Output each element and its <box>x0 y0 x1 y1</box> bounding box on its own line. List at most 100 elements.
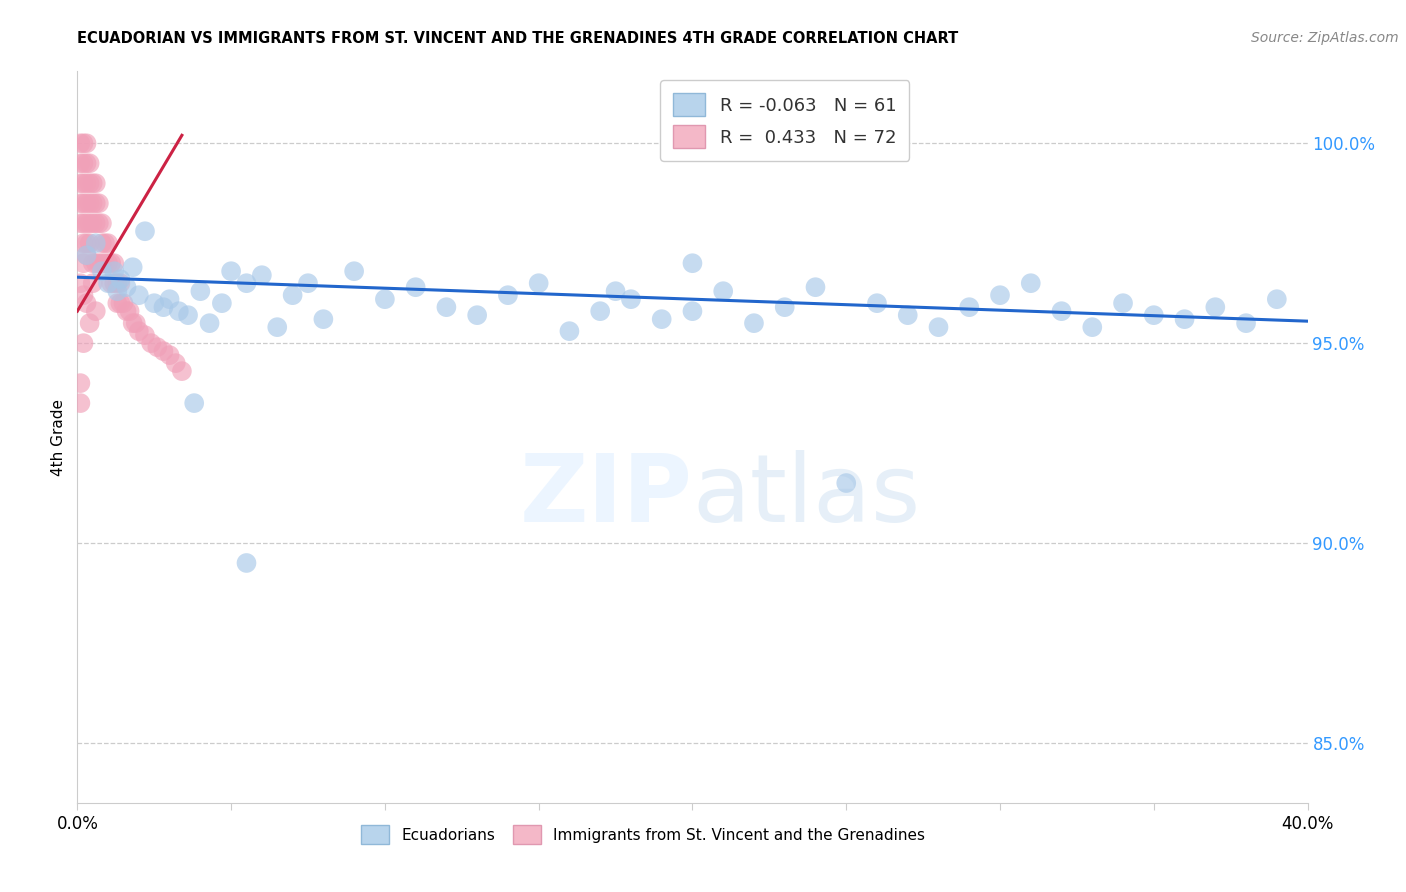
Text: ZIP: ZIP <box>520 450 693 541</box>
Point <box>79 316 101 330</box>
Point <box>219 264 242 278</box>
Legend: Ecuadorians, Immigrants from St. Vincent and the Grenadines: Ecuadorians, Immigrants from St. Vincent… <box>356 819 931 850</box>
Point <box>1204 300 1226 314</box>
Point <box>167 304 190 318</box>
Point <box>1174 312 1197 326</box>
Point <box>897 308 920 322</box>
Point <box>79 176 101 190</box>
Point <box>266 320 288 334</box>
Point <box>250 268 273 283</box>
Point <box>97 276 120 290</box>
Point <box>76 236 98 251</box>
Point <box>198 316 221 330</box>
Point <box>76 216 98 230</box>
Point <box>835 476 858 491</box>
Point <box>465 308 488 322</box>
Point <box>79 216 101 230</box>
Point <box>496 288 519 302</box>
Point <box>235 556 257 570</box>
Point <box>527 276 550 290</box>
Point <box>110 276 132 290</box>
Point <box>69 156 91 170</box>
Point <box>605 284 627 298</box>
Point <box>152 300 174 314</box>
Point <box>69 216 91 230</box>
Point <box>79 156 101 170</box>
Point <box>76 248 98 262</box>
Point <box>87 256 110 270</box>
Point <box>558 324 581 338</box>
Point <box>436 300 458 314</box>
Point <box>165 356 187 370</box>
Point <box>159 292 181 306</box>
Point <box>72 156 94 170</box>
Point <box>957 300 980 314</box>
Point <box>87 196 110 211</box>
Point <box>742 316 765 330</box>
Point <box>118 304 141 318</box>
Point <box>651 312 673 326</box>
Point <box>343 264 366 278</box>
Point <box>620 292 643 306</box>
Point <box>72 288 94 302</box>
Point <box>103 276 125 290</box>
Point <box>82 176 104 190</box>
Text: atlas: atlas <box>693 450 921 541</box>
Point <box>76 176 98 190</box>
Point <box>143 296 166 310</box>
Point <box>72 216 94 230</box>
Point <box>988 288 1011 302</box>
Point <box>152 344 174 359</box>
Point <box>128 288 150 302</box>
Point <box>82 216 104 230</box>
Point <box>110 272 132 286</box>
Point <box>711 284 734 298</box>
Point <box>1019 276 1042 290</box>
Point <box>103 264 125 278</box>
Point <box>84 176 107 190</box>
Point <box>84 196 107 211</box>
Point <box>682 256 704 270</box>
Point <box>82 276 104 290</box>
Point <box>928 320 950 334</box>
Point <box>94 256 117 270</box>
Point <box>76 296 98 310</box>
Point <box>79 236 101 251</box>
Point <box>90 216 114 230</box>
Point <box>1050 304 1073 318</box>
Point <box>97 256 120 270</box>
Point <box>72 236 94 251</box>
Point <box>84 216 107 230</box>
Point <box>103 256 125 270</box>
Point <box>110 296 132 310</box>
Point <box>312 312 335 326</box>
Point <box>69 376 91 391</box>
Point <box>128 324 150 338</box>
Point <box>804 280 827 294</box>
Point <box>76 156 98 170</box>
Point <box>297 276 319 290</box>
Point <box>100 256 122 270</box>
Point <box>105 284 128 298</box>
Point <box>72 196 94 211</box>
Point <box>281 288 304 302</box>
Point <box>94 236 117 251</box>
Point <box>84 236 107 251</box>
Point <box>90 236 114 251</box>
Point <box>121 260 143 275</box>
Point <box>69 196 91 211</box>
Point <box>72 336 94 351</box>
Point <box>72 176 94 190</box>
Text: Source: ZipAtlas.com: Source: ZipAtlas.com <box>1251 31 1399 45</box>
Point <box>76 196 98 211</box>
Point <box>134 328 156 343</box>
Text: ECUADORIAN VS IMMIGRANTS FROM ST. VINCENT AND THE GRENADINES 4TH GRADE CORRELATI: ECUADORIAN VS IMMIGRANTS FROM ST. VINCEN… <box>77 31 959 46</box>
Point <box>90 256 114 270</box>
Point <box>87 216 110 230</box>
Point <box>183 396 205 410</box>
Point <box>100 276 122 290</box>
Point <box>159 348 181 362</box>
Point <box>1112 296 1135 310</box>
Point <box>112 296 135 310</box>
Point <box>84 256 107 270</box>
